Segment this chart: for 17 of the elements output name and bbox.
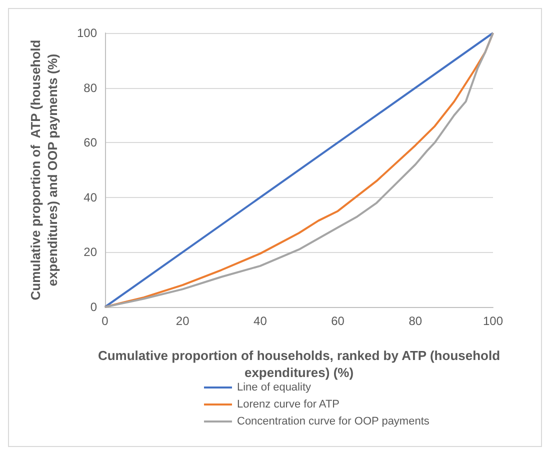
y-tick-label: 20 [84, 245, 98, 260]
y-tick-label: 40 [84, 190, 98, 204]
legend-label: Line of equality [237, 382, 312, 394]
x-tick-label: 60 [331, 314, 345, 328]
x-tick-label: 40 [254, 314, 268, 328]
legend-label: Lorenz curve for ATP [237, 398, 340, 410]
x-tick-label: 20 [176, 314, 190, 328]
x-tick-label: 0 [102, 314, 109, 328]
y-tick-label: 0 [90, 300, 98, 314]
x-axis-title: Cumulative proportion of households, ranked by ATP (household expenditures) (%) [98, 348, 500, 380]
y-tick-label: 60 [84, 136, 98, 150]
y-tick-label: 100 [76, 26, 98, 40]
y-axis-title: Cumulative proportion of ATP (household expenditures) and OOP payments (%) [28, 40, 60, 300]
x-tick-label: 80 [408, 314, 422, 328]
y-tick-label: 80 [84, 80, 98, 95]
x-tick-label: 100 [482, 314, 504, 328]
legend-label: Concentration curve for OOP payments [237, 416, 430, 428]
